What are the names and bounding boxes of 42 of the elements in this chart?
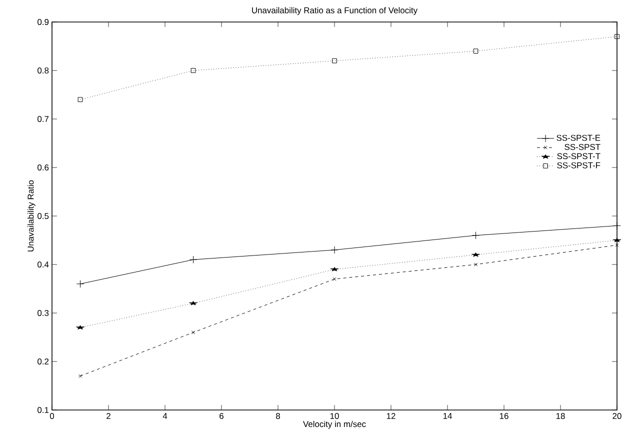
y-tick-label: 0.4 <box>38 262 49 268</box>
x-tick-label: 16 <box>500 413 508 420</box>
point <box>191 330 196 334</box>
point <box>472 232 480 240</box>
point <box>614 34 620 39</box>
y-tick-label: 0.5 <box>38 213 49 219</box>
x-tick-label: 10 <box>330 413 339 420</box>
point <box>615 243 619 247</box>
x-tick-label: 0 <box>50 413 54 420</box>
chart-title: Unavailability Ratio as a Function of Velocity <box>252 7 418 15</box>
point <box>473 48 478 54</box>
x-tick-label: 12 <box>386 413 396 419</box>
legend-label: SS-SPST-E <box>556 134 600 141</box>
point <box>474 262 478 266</box>
legend-label: SS-SPST-F <box>557 162 600 168</box>
x-axis-title: Velocity in m/sec <box>303 420 366 429</box>
point <box>78 374 82 378</box>
y-tick-label: 0.2 <box>38 358 49 364</box>
x-tick-label: 14 <box>443 413 452 419</box>
point <box>189 256 198 264</box>
x-tick-label: 6 <box>220 413 224 420</box>
y-tick-label: 0.6 <box>38 164 49 170</box>
point <box>613 222 621 230</box>
x-tick-label: 4 <box>162 413 168 419</box>
point <box>76 280 84 288</box>
point <box>332 277 336 281</box>
y-tick-label: 0.7 <box>38 116 49 122</box>
y-tick-label: 0.3 <box>38 310 49 316</box>
point <box>332 58 337 64</box>
x-tick-label: 8 <box>276 413 280 420</box>
y-tick-label: 0.8 <box>38 68 49 74</box>
legend-label: SS-SPST-T <box>557 153 600 160</box>
point <box>330 246 338 254</box>
x-tick-label: 2 <box>106 413 110 419</box>
x-tick-label: 18 <box>556 413 565 420</box>
x-tick-label: 20 <box>612 413 622 420</box>
y-tick-label: 0.9 <box>38 19 49 25</box>
point <box>78 97 83 102</box>
y-tick-label: 0.1 <box>38 407 49 413</box>
legend-label: SS-SPST <box>564 144 600 150</box>
point <box>190 68 196 73</box>
y-axis-title: Unavailability Ratio <box>27 180 36 252</box>
